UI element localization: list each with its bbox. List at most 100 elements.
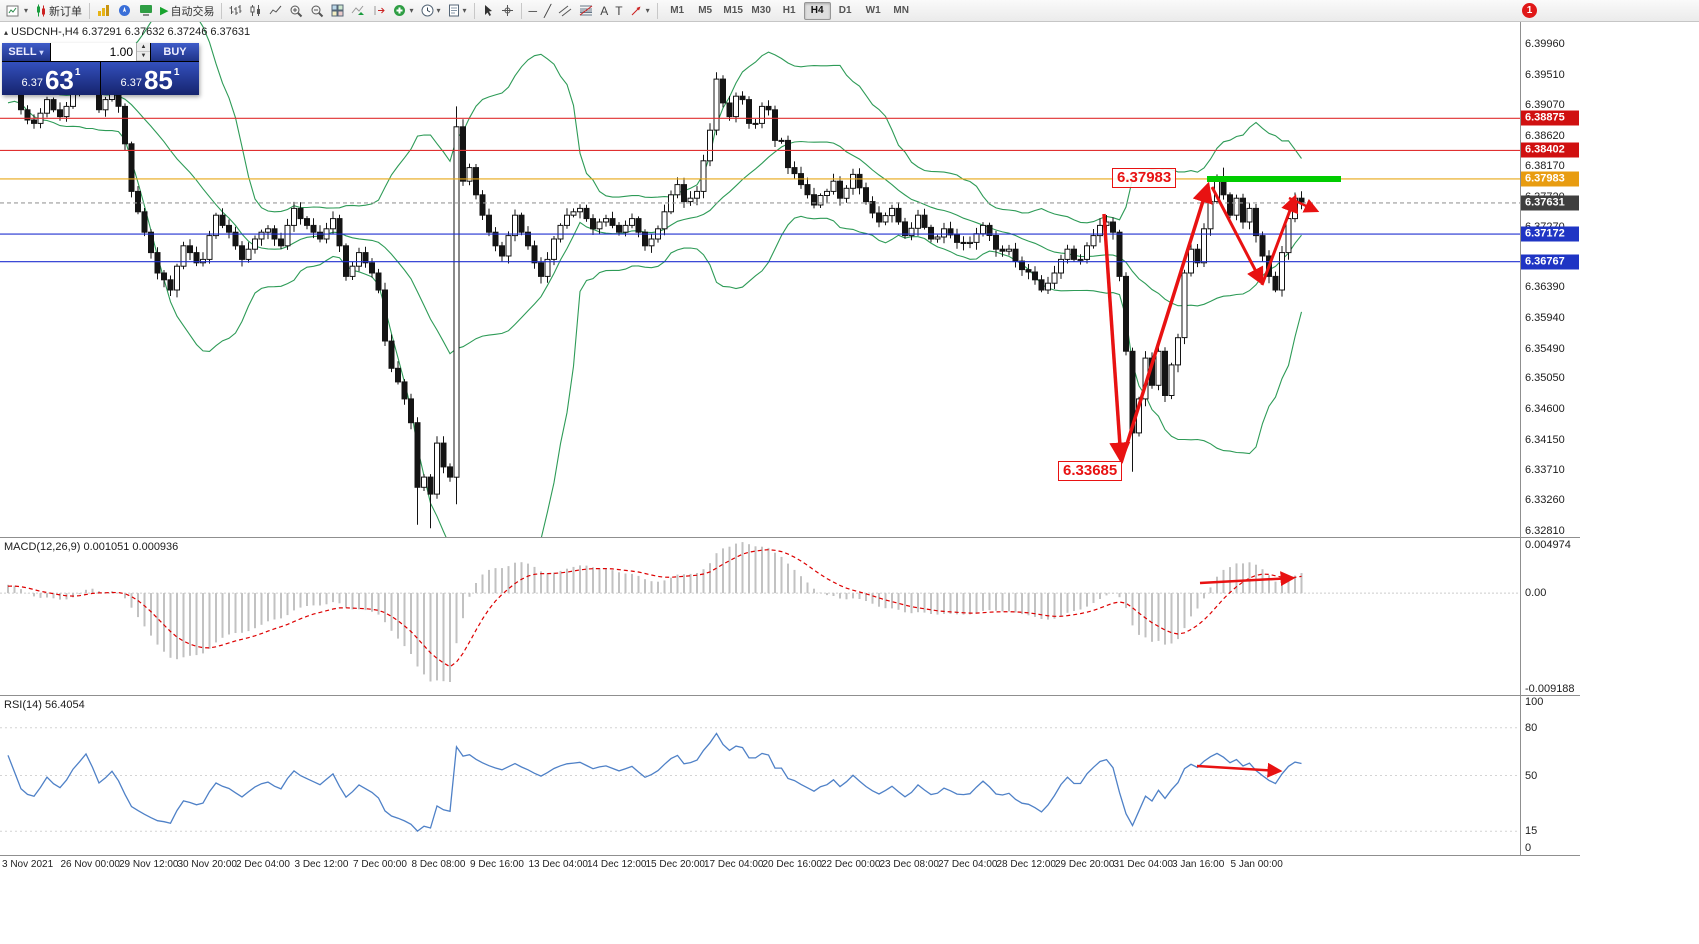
macd-histogram xyxy=(7,542,1303,682)
timeframe-w1[interactable]: W1 xyxy=(865,5,881,16)
rsi-panel[interactable] xyxy=(0,696,1520,855)
navigator-button[interactable] xyxy=(115,1,135,21)
indicators-icon xyxy=(394,5,406,16)
terminal-button[interactable] xyxy=(136,1,156,21)
annotation-price-low-label[interactable]: 6.33685 xyxy=(1058,461,1123,481)
chevron-down-icon: ▾ xyxy=(39,47,44,57)
horizontal-lines[interactable] xyxy=(0,117,1520,263)
macd-panel[interactable] xyxy=(0,538,1520,695)
buy-price-sup: 1 xyxy=(173,67,180,78)
buy-price-big: 85 xyxy=(143,65,173,95)
price-axis-tick: 6.39960 xyxy=(1525,38,1565,51)
indicators-button[interactable]: ▾ xyxy=(390,1,416,21)
panel-separator[interactable] xyxy=(0,855,1580,856)
cursor-button[interactable] xyxy=(479,1,497,21)
sell-price-small: 6.37 xyxy=(21,77,43,89)
volume-input[interactable]: 1.00 ▲ ▼ xyxy=(51,43,150,61)
price-tag: 6.38875 xyxy=(1521,110,1579,126)
crosshair-button[interactable] xyxy=(498,1,517,21)
time-axis-label: 8 Dec 08:00 xyxy=(411,859,466,870)
time-axis-label: 13 Dec 04:00 xyxy=(528,859,589,870)
trendline-icon: ╱ xyxy=(544,3,552,18)
timeframe-d1[interactable]: D1 xyxy=(838,5,852,16)
notification-badge[interactable]: 1 xyxy=(1522,3,1537,18)
time-axis-label: 29 Nov 12:00 xyxy=(119,859,179,870)
periods-clock-icon xyxy=(421,4,433,17)
new-order-candle-icon xyxy=(37,4,46,17)
equidistant-channel-icon xyxy=(558,5,572,17)
buy-label: BUY xyxy=(163,46,187,58)
rsi-axis-label: 0 xyxy=(1525,842,1532,854)
zoom-in-button[interactable] xyxy=(286,1,306,21)
price-axis-tick: 6.33260 xyxy=(1525,494,1565,507)
rsi-axis-label: 50 xyxy=(1525,769,1538,782)
zoom-out-button[interactable] xyxy=(307,1,327,21)
time-axis-label: 27 Dec 04:00 xyxy=(938,859,998,870)
line-chart-button[interactable] xyxy=(266,1,285,21)
timeframe-m30[interactable]: M30 xyxy=(751,5,771,16)
text-label-icon: T xyxy=(615,3,623,18)
annotation-price-high-label[interactable]: 6.37983 xyxy=(1112,168,1177,188)
toolbar: ▾ 新订单 ▶ 自动交易 xyxy=(0,0,1699,22)
text-button[interactable]: A xyxy=(597,1,611,21)
chart-shift-button[interactable] xyxy=(369,1,389,21)
autotrade-button[interactable]: ▶ 自动交易 xyxy=(157,1,217,21)
market-watch-icon xyxy=(98,5,110,16)
bar-chart-button[interactable] xyxy=(226,1,245,21)
timeframe-m5[interactable]: M5 xyxy=(698,5,713,16)
time-axis-label: 5 Jan 00:00 xyxy=(1230,859,1283,870)
auto-scroll-button[interactable] xyxy=(348,1,368,21)
stepper-up-icon[interactable]: ▲ xyxy=(137,43,150,52)
macd-indicator-label: MACD(12,26,9) 0.001051 0.000936 xyxy=(4,541,179,553)
fibonacci-button[interactable] xyxy=(576,1,596,21)
new-order-button[interactable]: 新订单 xyxy=(32,1,85,21)
panel-separator[interactable] xyxy=(0,695,1580,696)
text-label-button[interactable]: T xyxy=(612,1,625,21)
candlestick-chart-button[interactable] xyxy=(246,1,265,21)
sell-price-big: 63 xyxy=(44,65,74,95)
trendline-button[interactable]: ╱ xyxy=(541,1,554,21)
timeframe-mn[interactable]: MN xyxy=(893,5,909,16)
sell-price-button[interactable]: 6.37 63 1 xyxy=(2,62,100,95)
horizontal-line-button[interactable]: ─ xyxy=(526,1,541,21)
panel-separator[interactable] xyxy=(0,537,1580,538)
horizontal-line-icon: ─ xyxy=(528,3,538,18)
macd-axis-label: 0.00 xyxy=(1525,587,1547,600)
toolbar-separator xyxy=(473,2,475,19)
main-chart[interactable] xyxy=(0,22,1520,537)
timeframe-h1[interactable]: H1 xyxy=(782,5,796,16)
zoom-in-icon xyxy=(290,5,303,17)
new-chart-button[interactable]: ▾ xyxy=(3,1,31,21)
macd-axis-label: 0.004974 xyxy=(1525,539,1571,551)
sell-button[interactable]: SELL ▾ xyxy=(2,43,50,61)
time-axis-label: 15 Dec 20:00 xyxy=(645,859,706,870)
price-axis-tick: 6.35050 xyxy=(1525,372,1565,385)
time-axis-label: 9 Dec 16:00 xyxy=(470,859,524,870)
time-axis-label: 3 Dec 12:00 xyxy=(294,859,349,870)
auto-scroll-icon xyxy=(352,5,365,15)
volume-stepper[interactable]: ▲ ▼ xyxy=(136,43,150,61)
stepper-down-icon[interactable]: ▼ xyxy=(137,52,150,61)
time-axis-label: 28 Dec 12:00 xyxy=(996,859,1057,870)
arrows-tool-button[interactable]: ▾ xyxy=(627,1,653,21)
chevron-down-icon: ▾ xyxy=(436,6,441,15)
candles xyxy=(5,44,1305,529)
timeframe-m15[interactable]: M15 xyxy=(723,5,743,16)
market-watch-button[interactable] xyxy=(94,1,114,21)
timeframe-h4[interactable]: H4 xyxy=(803,1,831,20)
time-axis-label: 26 Nov 00:00 xyxy=(60,859,121,870)
rsi-axis-label: 80 xyxy=(1525,721,1538,734)
buy-price-button[interactable]: 6.37 85 1 xyxy=(101,62,199,95)
tile-windows-button[interactable] xyxy=(328,1,347,21)
periods-button[interactable]: ▾ xyxy=(418,1,444,21)
price-axis-tick: 6.38170 xyxy=(1525,160,1565,173)
price-tag: 6.36767 xyxy=(1521,254,1579,270)
toolbar-separator xyxy=(221,2,223,19)
symbol-marker-icon: ▴ xyxy=(4,28,9,37)
templates-button[interactable]: ▾ xyxy=(445,1,470,21)
price-axis-border xyxy=(1520,22,1521,855)
macd-signal-line xyxy=(7,549,1302,668)
buy-button[interactable]: BUY xyxy=(151,43,199,61)
equidistant-channel-button[interactable] xyxy=(555,1,575,21)
timeframe-m1[interactable]: M1 xyxy=(670,5,685,16)
